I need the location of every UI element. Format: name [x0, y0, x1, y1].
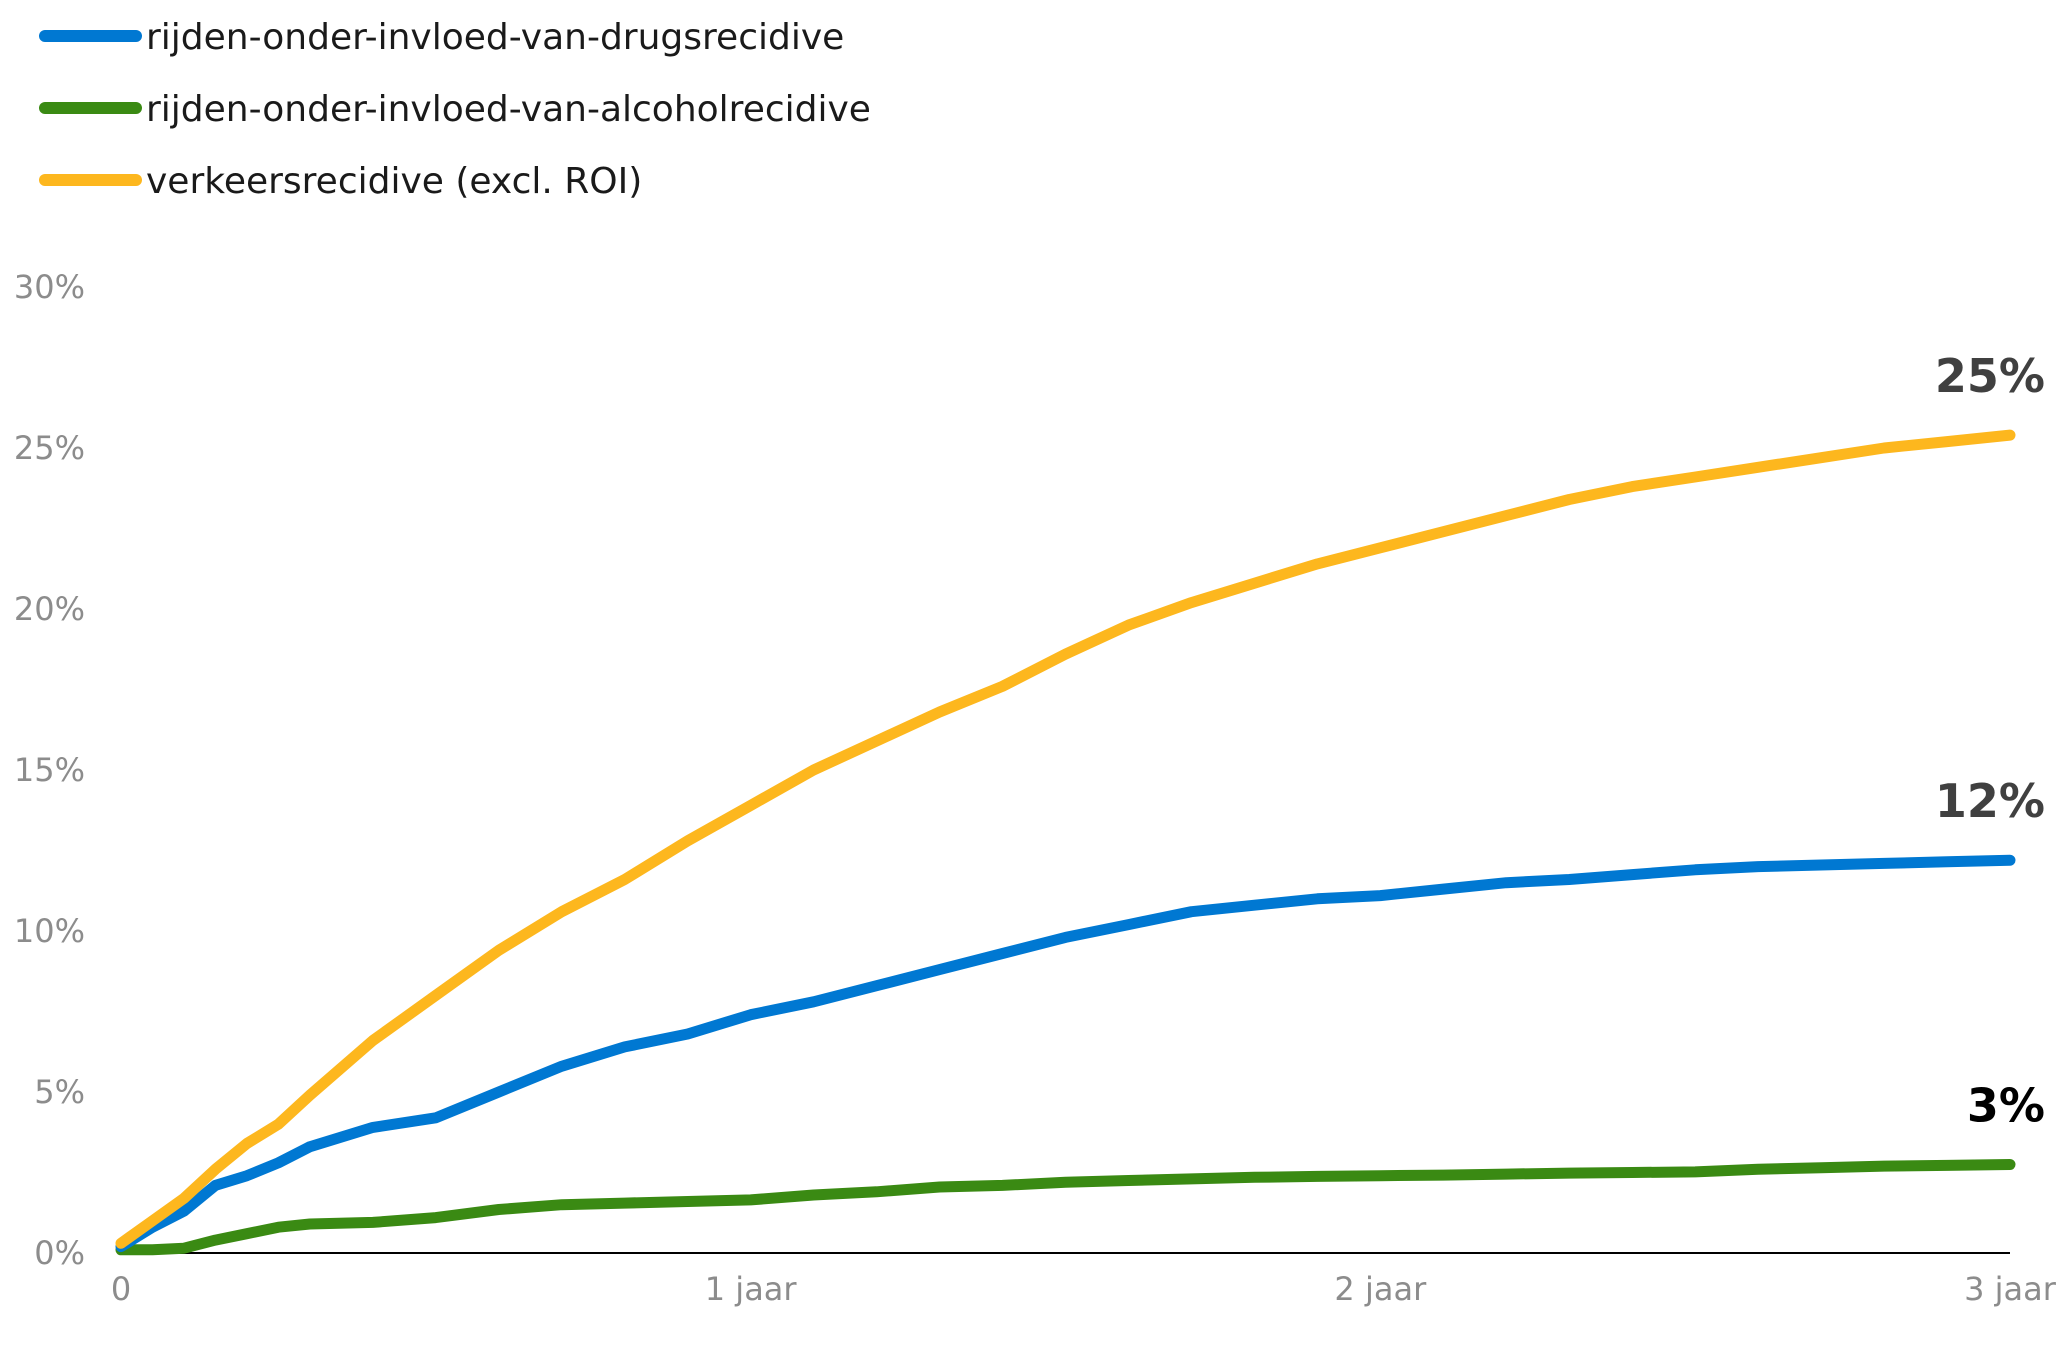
y-tick-label: 30% [14, 268, 85, 306]
y-axis: 0% 5% 10% 15% 20% 25% 30% [14, 268, 85, 1272]
x-axis: 0 1 jaar 2 jaar 3 jaar [111, 1252, 2057, 1308]
x-tick-label: 2 jaar [1334, 1270, 1427, 1308]
end-labels: 12% 3% 25% [1935, 349, 2045, 1132]
y-tick-label: 10% [14, 912, 85, 950]
legend-label: verkeersrecidive (excl. ROI) [146, 161, 642, 202]
legend-item: rijden-onder-invloed-van-alcoholrecidive [39, 89, 871, 130]
legend-label: rijden-onder-invloed-van-drugsrecidive [146, 17, 844, 58]
series-line [115, 854, 2016, 1253]
series-line [115, 429, 2016, 1249]
chart-legend: rijden-onder-invloed-van-drugsrecidive ri… [39, 17, 871, 202]
series-line [115, 1159, 2016, 1256]
x-tick-label: 1 jaar [705, 1270, 798, 1308]
series-end-label: 12% [1935, 774, 2045, 828]
legend-label: rijden-onder-invloed-van-alcoholrecidive [146, 89, 871, 130]
y-tick-label: 20% [14, 590, 85, 628]
y-tick-label: 5% [34, 1073, 85, 1111]
y-tick-label: 0% [34, 1234, 85, 1272]
legend-item: verkeersrecidive (excl. ROI) [39, 161, 642, 202]
legend-item: rijden-onder-invloed-van-drugsrecidive [39, 17, 844, 58]
x-tick-label: 3 jaar [1964, 1270, 2057, 1308]
series-end-label: 3% [1967, 1078, 2045, 1132]
series-layer [115, 429, 2016, 1256]
x-tick-label: 0 [111, 1270, 131, 1308]
series-end-label: 25% [1935, 349, 2045, 403]
y-tick-label: 15% [14, 751, 85, 789]
y-tick-label: 25% [14, 429, 85, 467]
